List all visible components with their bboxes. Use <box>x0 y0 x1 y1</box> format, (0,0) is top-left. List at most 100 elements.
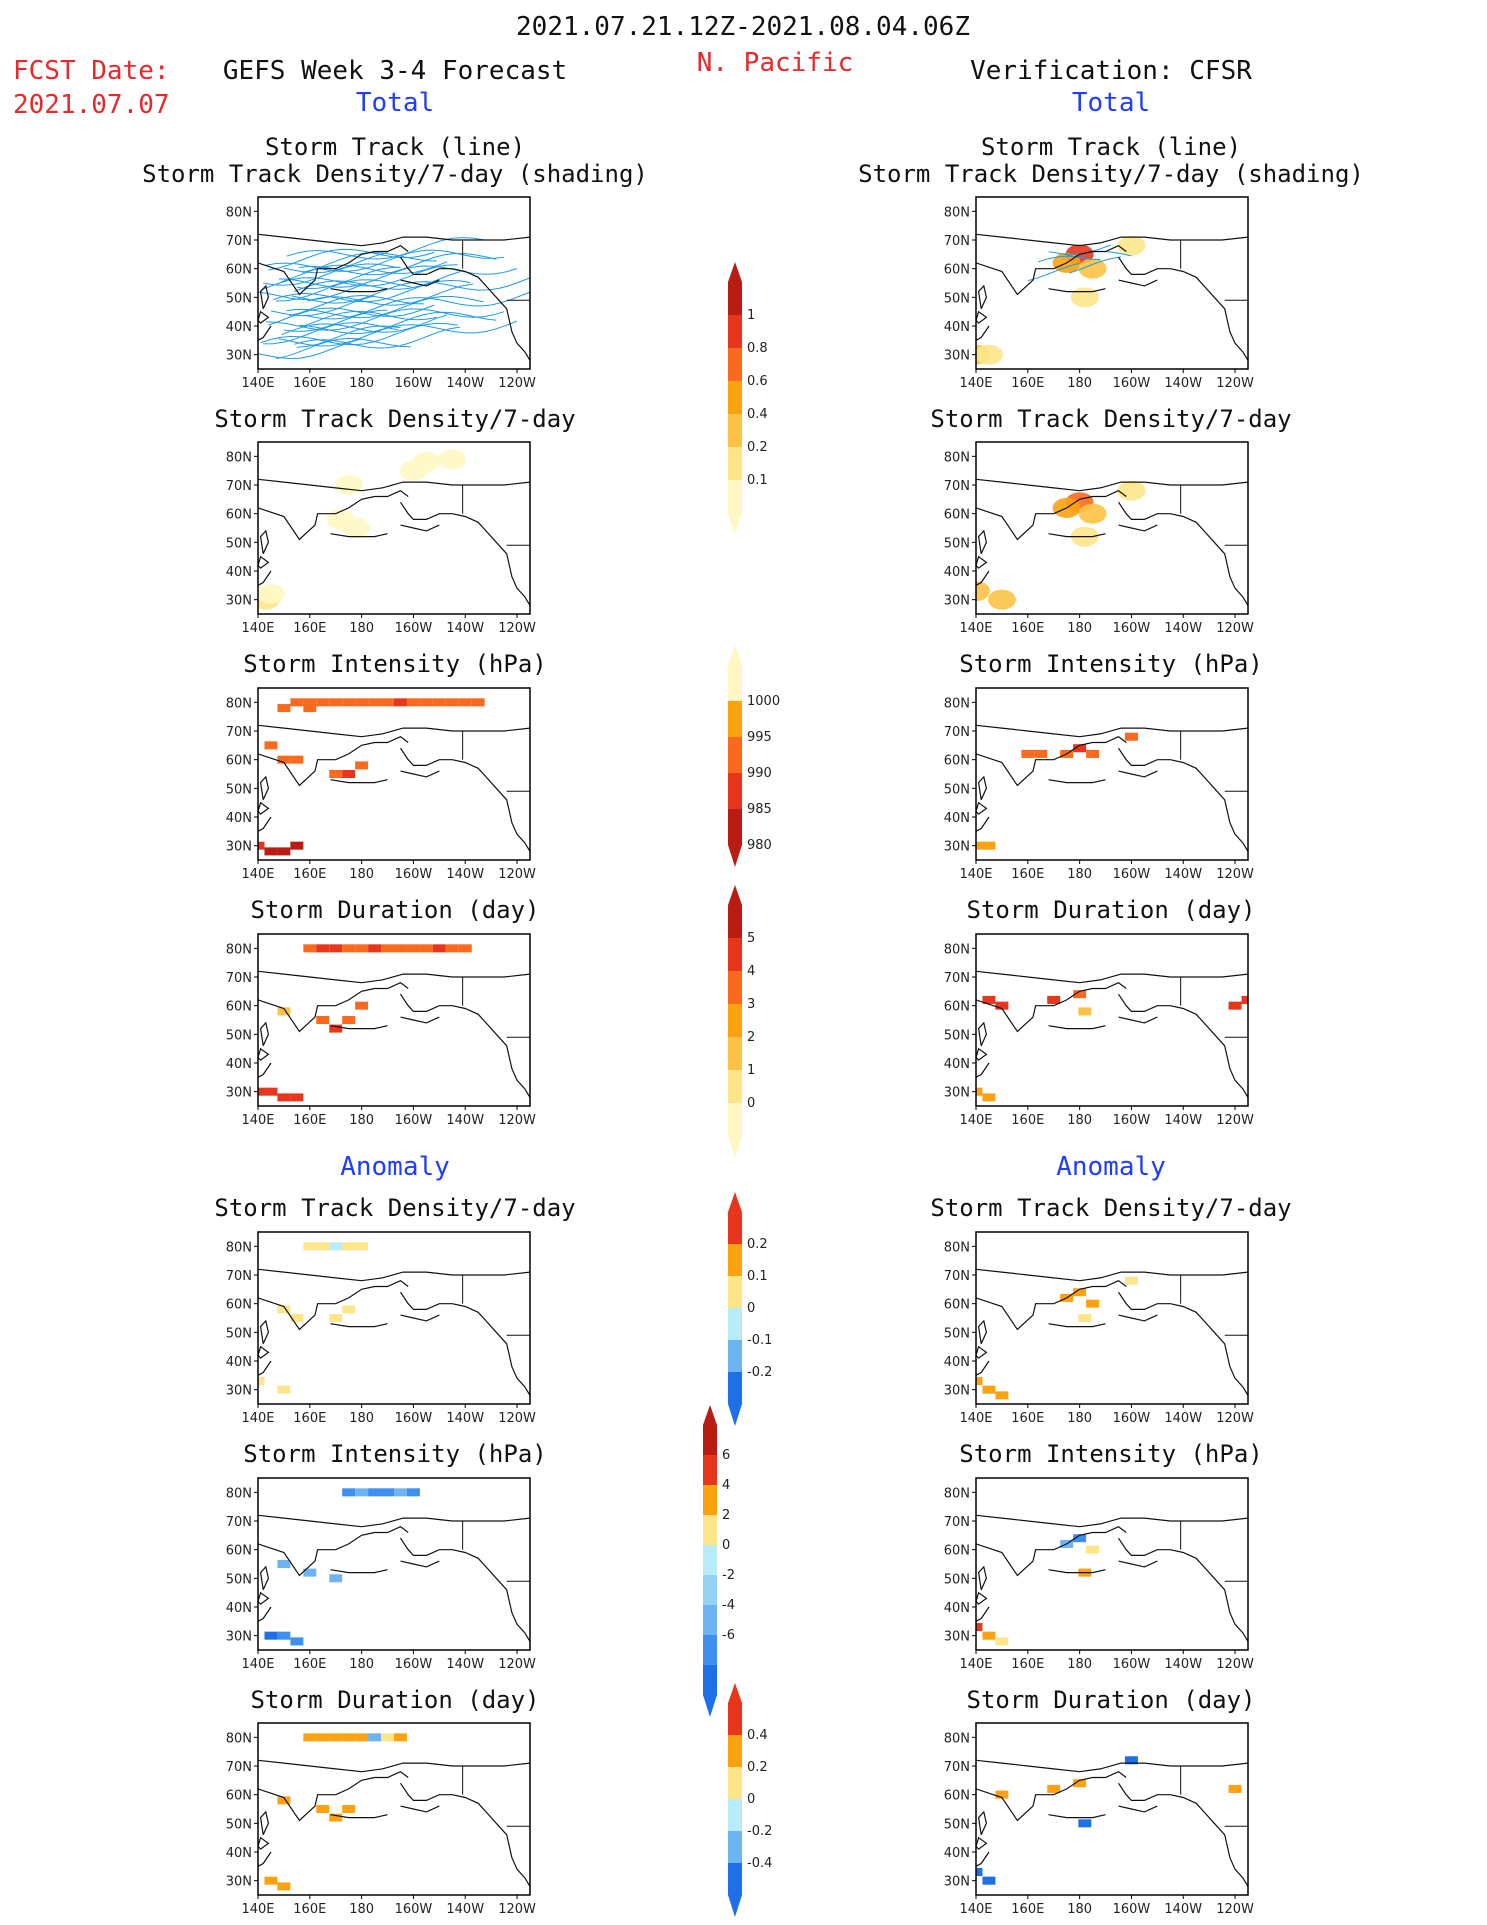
coastline <box>258 1345 270 1359</box>
coastline <box>258 736 409 787</box>
grid-cell <box>258 1087 265 1096</box>
colorbar-segment <box>703 1665 717 1695</box>
y-tick-label: 60N <box>226 1298 252 1313</box>
x-tick-label: 140E <box>241 1113 274 1128</box>
grid-cell <box>1078 1313 1092 1323</box>
map-cfsr-duration: 80N 70N 60N 50N 40N 30N 140E 160E 180 160W 140W 120… <box>944 933 1254 1128</box>
coastline <box>258 982 409 1033</box>
grid-cell <box>419 698 433 707</box>
colorbar-label: 0.6 <box>747 374 768 389</box>
left-column-title: GEFS Week 3-4 Forecast <box>222 56 568 86</box>
x-tick-label: 160W <box>395 1113 433 1128</box>
y-tick-label: 40N <box>944 1355 970 1370</box>
grid-cell <box>445 944 459 953</box>
coastline <box>400 1782 530 1887</box>
x-tick-label: 140E <box>959 621 992 636</box>
coastline <box>1118 1314 1158 1322</box>
x-tick-label: 160E <box>1011 621 1044 636</box>
y-tick-label: 70N <box>944 971 970 986</box>
x-tick-label: 120W <box>498 376 536 391</box>
y-tick-label: 40N <box>226 1057 252 1072</box>
colorbar-label: 6 <box>722 1448 730 1463</box>
y-tick-label: 70N <box>944 725 970 740</box>
grid-cell <box>355 944 369 953</box>
grid-cell <box>264 1087 278 1096</box>
colorbar-segment <box>728 1831 742 1863</box>
grid-cell <box>406 698 420 707</box>
coastline <box>258 1268 530 1282</box>
coastline <box>977 284 988 310</box>
density-blob <box>1117 480 1146 501</box>
coastline <box>400 501 530 606</box>
grid-cell <box>329 1242 343 1251</box>
x-tick-label: 160W <box>1113 1113 1151 1128</box>
colorbar-segment <box>703 1515 717 1545</box>
grid-cell <box>1228 1001 1242 1010</box>
y-tick-label: 80N <box>226 205 252 220</box>
colorbar-segment <box>728 1244 742 1276</box>
grid-cell <box>303 704 317 713</box>
x-tick-label: 140W <box>1164 1113 1202 1128</box>
colorbar-top-arrow <box>728 885 742 905</box>
map-frame <box>975 1722 1249 1896</box>
colorbar-segment <box>728 381 742 414</box>
coastline <box>258 478 530 492</box>
colorbar-label: 0 <box>722 1538 730 1553</box>
storm-track-line <box>286 237 484 260</box>
coastline <box>976 325 990 342</box>
map-background <box>258 197 530 369</box>
x-tick-label: 140W <box>446 1113 484 1128</box>
grid-cell <box>264 741 278 750</box>
grid-cell <box>982 1093 996 1102</box>
colorbar-segment <box>728 665 742 701</box>
coastline <box>1048 779 1106 784</box>
y-tick-label: 80N <box>944 450 970 465</box>
y-tick-label: 50N <box>944 536 970 551</box>
grid-cell <box>303 1242 317 1251</box>
colorbar-segment <box>728 1372 742 1404</box>
colorbar-segment <box>728 447 742 480</box>
panel-title-duration: Storm Duration (day) <box>250 896 540 924</box>
coastline <box>400 1291 530 1396</box>
x-tick-label: 120W <box>498 621 536 636</box>
coastline <box>976 1360 990 1377</box>
map-background <box>258 1723 530 1895</box>
x-tick-label: 140E <box>241 621 274 636</box>
colorbar-segment <box>728 971 742 1004</box>
storm-track-line <box>294 326 461 349</box>
coastline <box>330 779 388 784</box>
x-tick-label: 120W <box>1216 1902 1254 1917</box>
y-tick-label: 50N <box>944 1326 970 1341</box>
x-tick-label: 140E <box>241 1657 274 1672</box>
y-tick-label: 80N <box>944 696 970 711</box>
colorbar-anom-density: 0.2 0.1 0 -0.1 -0.2 <box>728 1192 772 1426</box>
map-background <box>976 197 1248 369</box>
colorbar-segment <box>728 1212 742 1244</box>
grid-cell <box>342 1015 356 1025</box>
coastline <box>330 1814 388 1819</box>
y-tick-label: 60N <box>944 1544 970 1559</box>
grid-cell <box>1047 1784 1061 1793</box>
map-frame <box>257 933 531 1107</box>
grid-cell <box>316 1242 330 1251</box>
coastline <box>258 816 272 833</box>
y-tick-label: 70N <box>226 1760 252 1775</box>
y-tick-label: 30N <box>944 594 970 609</box>
coastline <box>1118 1805 1158 1813</box>
colorbar-label: 0.1 <box>747 473 768 488</box>
coastline <box>259 1810 270 1836</box>
x-tick-label: 140E <box>241 1902 274 1917</box>
x-tick-label: 120W <box>498 1113 536 1128</box>
colorbar-label: 0 <box>747 1096 755 1111</box>
y-tick-label: 30N <box>944 1086 970 1101</box>
y-tick-label: 60N <box>226 508 252 523</box>
y-tick-label: 40N <box>944 1057 970 1072</box>
panel-title-anom-density-cfsr: Storm Track Density/7-day <box>930 1194 1292 1222</box>
grid-cell <box>303 944 317 953</box>
map-gefs-density: 80N 70N 60N 50N 40N 30N 140E 160E 180 160W 140W 120… <box>226 441 536 636</box>
grid-cell <box>982 1385 996 1394</box>
y-tick-label: 60N <box>944 1789 970 1804</box>
y-tick-label: 80N <box>226 1731 252 1746</box>
coastline <box>976 736 1127 787</box>
grid-cell <box>355 761 369 770</box>
